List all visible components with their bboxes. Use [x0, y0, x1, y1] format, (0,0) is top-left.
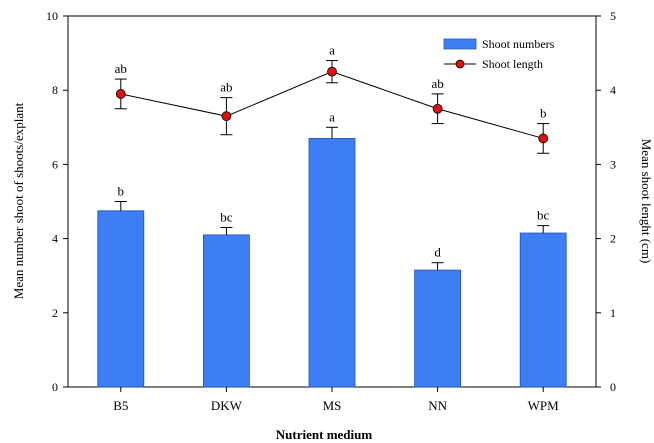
bar — [308, 138, 356, 388]
y2-tick-label: 2 — [610, 232, 616, 246]
line-significance-label: ab — [431, 76, 443, 91]
legend-label-shoot-length: Shoot length — [482, 57, 543, 71]
y-tick-label: 2 — [52, 306, 58, 320]
y-tick-label: 0 — [52, 380, 58, 394]
legend-swatch-shoot-numbers — [443, 38, 477, 50]
line-point — [432, 103, 443, 114]
bar — [414, 269, 462, 388]
axes: 0 2 4 6 8 10 0 1 2 3 4 5 B5 DKW MS NN WPM — [46, 9, 616, 413]
bars-layer — [97, 126, 567, 388]
bar-significance-label: d — [434, 245, 441, 260]
x-axis-title: Nutrient medium — [276, 427, 373, 442]
line-significance-label: ab — [220, 80, 232, 95]
y2-tick-label: 3 — [610, 157, 616, 171]
y2-tick-label: 4 — [610, 83, 616, 97]
bar-significance-label: bc — [537, 208, 550, 223]
bar — [519, 232, 567, 388]
legend: Shoot numbers Shoot length — [443, 37, 555, 71]
y2-tick-label: 5 — [610, 9, 616, 23]
x-tick-label: MS — [323, 398, 342, 413]
line-point — [538, 133, 549, 144]
x-tick-label: DKW — [211, 398, 243, 413]
line-point — [221, 111, 232, 122]
significance-labels: b bc a d bc ab ab a ab b — [115, 43, 550, 260]
y2-axis-title: Mean shoot lenght (cm) — [639, 139, 654, 264]
line-point — [115, 89, 126, 99]
y-tick-label: 6 — [52, 157, 58, 171]
line-significance-label: ab — [115, 61, 127, 76]
bar-significance-label: b — [118, 184, 125, 199]
bar-significance-label: a — [329, 109, 335, 124]
y2-tick-label: 1 — [610, 306, 616, 320]
bar — [202, 234, 250, 388]
line-point — [327, 66, 337, 77]
x-tick-label: B5 — [113, 398, 128, 413]
bar — [97, 210, 145, 388]
legend-marker-shoot-length — [455, 59, 465, 69]
y-tick-label: 4 — [52, 232, 58, 246]
y-tick-label: 8 — [52, 83, 58, 97]
y-axis-title: Mean number shoot of shoots/explant — [11, 102, 26, 299]
line-significance-label: a — [329, 43, 335, 58]
legend-label-shoot-numbers: Shoot numbers — [482, 37, 555, 51]
y-tick-label: 10 — [46, 9, 58, 23]
line-layer — [114, 60, 550, 154]
x-tick-label: WPM — [528, 398, 560, 413]
bar-significance-label: bc — [220, 209, 233, 224]
x-tick-label: NN — [428, 398, 447, 413]
y2-tick-label: 0 — [610, 380, 616, 394]
line-significance-label: b — [540, 106, 547, 121]
